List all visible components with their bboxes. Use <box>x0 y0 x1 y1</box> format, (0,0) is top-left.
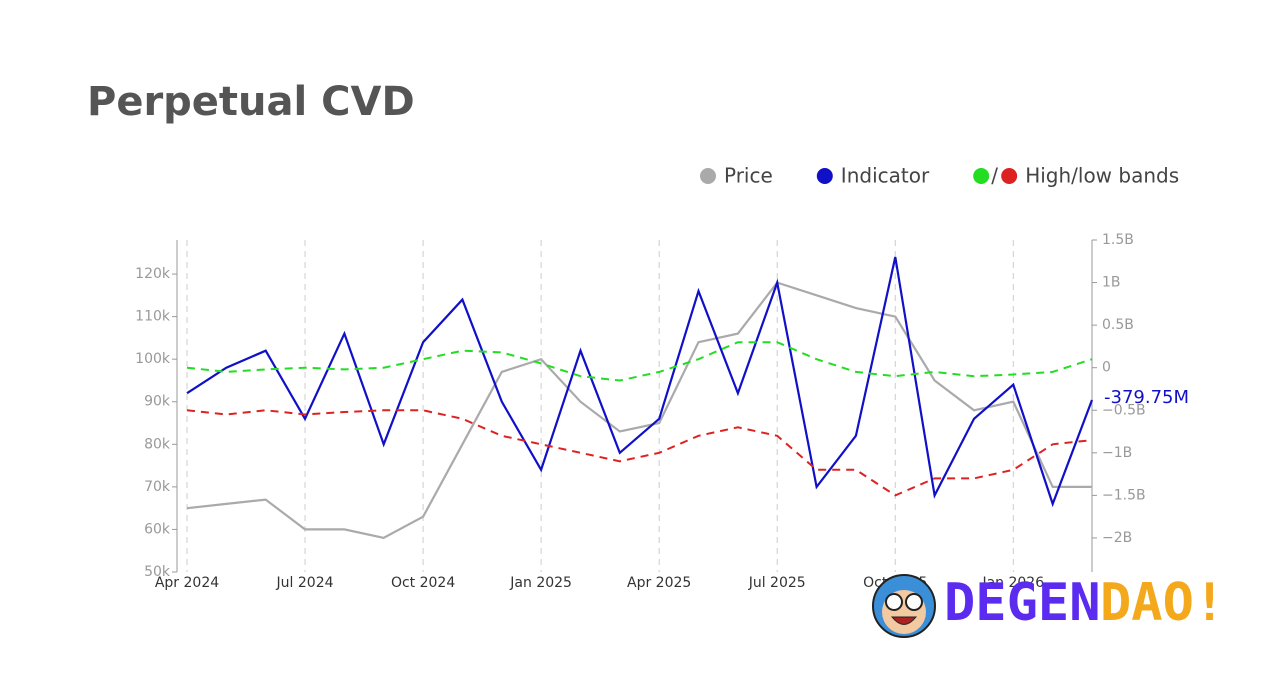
y-tick-label: 120k <box>135 266 171 282</box>
watermark: DAO! <box>1100 573 1225 633</box>
value-label: -379.75M <box>1104 387 1189 408</box>
legend-marker <box>816 168 833 184</box>
y-tick-label: 110k <box>135 309 171 325</box>
legend-sep: / <box>991 164 998 188</box>
y2-tick-label: 1.5B <box>1102 232 1134 248</box>
x-tick-label: Oct 2024 <box>391 575 455 591</box>
y-tick-label: 100k <box>135 351 171 367</box>
y2-tick-label: −1B <box>1102 445 1132 461</box>
series-line <box>186 281 1092 540</box>
x-tick-label: Jul 2024 <box>276 575 334 591</box>
y2-tick-label: −1.5B <box>1102 487 1146 503</box>
x-tick-label: Apr 2024 <box>155 575 219 591</box>
x-tick-label: Jan 2025 <box>509 575 572 591</box>
y-tick-label: 70k <box>144 479 171 495</box>
y2-tick-label: 0.5B <box>1102 317 1134 333</box>
x-tick-label: Jul 2025 <box>748 575 806 591</box>
y-tick-label: 80k <box>144 436 171 452</box>
series-line <box>186 256 1094 508</box>
logo-eye <box>885 593 903 611</box>
legend-marker <box>1001 168 1018 184</box>
legend-marker <box>700 168 716 184</box>
x-tick-label: Jan 2026 <box>981 575 1044 591</box>
logo-mouth <box>890 616 918 625</box>
y2-tick-label: −0.5B <box>1102 402 1146 418</box>
legend-label: Indicator <box>841 164 930 188</box>
y-tick-label: 60k <box>144 521 171 537</box>
x-tick-label: Apr 2025 <box>627 575 691 591</box>
y2-tick-label: 1B <box>1102 275 1121 291</box>
legend-label: Price <box>724 164 773 188</box>
logo-eye <box>905 593 923 611</box>
y-tick-label: 50k <box>144 564 171 580</box>
y-tick-label: 90k <box>144 394 171 410</box>
series-line <box>186 341 1093 382</box>
legend-label: High/low bands <box>1025 164 1179 188</box>
y2-tick-label: −2B <box>1102 530 1132 546</box>
y2-tick-label: 0 <box>1102 360 1111 376</box>
chart-title: Perpetual CVD <box>87 79 415 125</box>
watermark: DEGEN <box>944 573 1101 633</box>
legend-marker <box>973 168 990 184</box>
